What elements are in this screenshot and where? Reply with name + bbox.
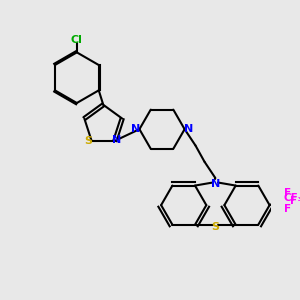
Text: S: S	[84, 136, 92, 146]
Text: N: N	[211, 179, 220, 189]
Text: F: F	[284, 188, 291, 198]
Text: F: F	[290, 196, 298, 206]
Text: Cl: Cl	[71, 35, 83, 45]
Text: N: N	[131, 124, 140, 134]
Text: CF₃: CF₃	[283, 193, 300, 203]
Text: F: F	[284, 204, 291, 214]
Text: N: N	[184, 124, 193, 134]
Text: N: N	[112, 135, 122, 145]
Text: S: S	[212, 222, 219, 233]
